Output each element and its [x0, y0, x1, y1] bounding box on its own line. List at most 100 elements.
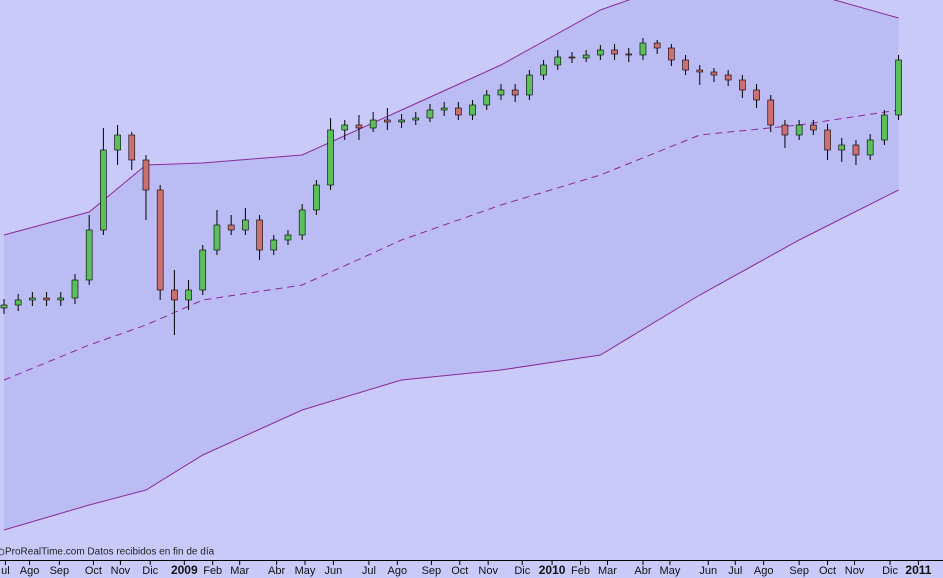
- footer-text: ProRealTime.com Datos recibidos en fin d…: [5, 547, 215, 558]
- x-tick-label: Jul: [728, 565, 742, 577]
- candle-body: [526, 74, 533, 96]
- candle-body: [256, 219, 263, 251]
- x-tick-label: Nov: [845, 565, 865, 577]
- candle-body: [341, 124, 349, 131]
- candle-body: [227, 224, 235, 231]
- candle-body: [355, 124, 363, 129]
- candle-body: [369, 119, 377, 129]
- candle-body: [511, 89, 519, 96]
- x-tick-label: May: [660, 565, 681, 577]
- candle-body: [71, 279, 79, 299]
- candle-body: [497, 89, 505, 96]
- candle-body: [625, 53, 633, 56]
- x-tick-label: Feb: [571, 565, 590, 577]
- band-middle-line: [3, 109, 899, 381]
- candle-body: [57, 297, 65, 301]
- candle-body: [100, 149, 107, 231]
- x-tick-label: 2010: [539, 563, 566, 577]
- x-tick-label: Sep: [789, 565, 809, 577]
- x-tick-label: Jun: [699, 565, 717, 577]
- x-tick-label: Jul: [362, 565, 376, 577]
- x-tick-label: Ago: [20, 565, 40, 577]
- candle-body: [384, 119, 391, 123]
- candle-body: [540, 64, 547, 76]
- x-tick-label: ul: [1, 565, 10, 577]
- x-tick-label: Dic: [142, 565, 158, 577]
- band-lower-line: [3, 189, 899, 531]
- candle-body: [85, 229, 93, 281]
- candle-body: [440, 107, 448, 111]
- candle-body: [554, 56, 562, 66]
- candle-body: [185, 289, 192, 301]
- candle-body: [682, 59, 689, 71]
- candle-body: [483, 94, 491, 106]
- band-upper-line: [3, 0, 899, 236]
- band-area: [3, 0, 899, 530]
- x-tick-label: Oct: [819, 565, 836, 577]
- candle-body: [753, 89, 760, 101]
- x-tick-label: Jun: [325, 565, 343, 577]
- x-tick-label: May: [295, 565, 316, 577]
- candle-body: [611, 49, 618, 55]
- candle-body: [29, 297, 36, 301]
- x-tick-label: Oct: [85, 565, 102, 577]
- candle-body: [696, 69, 704, 73]
- candle-body: [852, 144, 860, 156]
- x-tick-label: Abr: [634, 565, 651, 577]
- candle-body: [43, 297, 50, 301]
- candle-body: [284, 234, 292, 241]
- candle-body: [270, 239, 278, 251]
- candle-body: [767, 99, 775, 126]
- x-tick-label: Dic: [882, 565, 898, 577]
- candle-body: [710, 71, 718, 76]
- candle-body: [213, 224, 221, 251]
- candle-body: [142, 159, 150, 191]
- candle-body: [838, 144, 846, 151]
- candle-body: [881, 114, 888, 141]
- candle-body: [895, 59, 902, 116]
- candle-body: [313, 184, 320, 211]
- candle-body: [668, 47, 675, 61]
- candle-body: [866, 139, 874, 156]
- x-tick-label: Abr: [268, 565, 285, 577]
- candle-body: [398, 119, 405, 123]
- candle-body: [781, 124, 789, 136]
- x-axis: ul Ago Sep Oct Nov Dic 2009 Feb Mar Abr May Jun Jul A…: [1, 561, 932, 577]
- x-tick-label: Oct: [451, 565, 468, 577]
- candle-body: [426, 109, 434, 119]
- candle-body: [128, 134, 136, 161]
- x-tick-label: 2009: [171, 563, 198, 577]
- x-tick-label: Sep: [50, 565, 70, 577]
- x-tick-label: Ago: [754, 565, 774, 577]
- x-tick-label: 2011: [905, 563, 931, 577]
- candle-body: [469, 104, 476, 116]
- x-tick-label: Nov: [111, 565, 131, 577]
- candle-body: [724, 74, 732, 81]
- x-tick-label: Sep: [422, 565, 442, 577]
- candle-body: [739, 79, 746, 91]
- candle-body: [455, 107, 462, 116]
- candle-body: [582, 54, 590, 59]
- candle-body: [156, 189, 164, 291]
- candle-body: [639, 42, 647, 56]
- candle-body: [810, 124, 817, 131]
- x-tick-label: Dic: [514, 565, 530, 577]
- x-tick-label: Nov: [478, 565, 498, 577]
- candle-body: [242, 219, 249, 231]
- plot-area: [0, 0, 902, 531]
- candle-body: [653, 42, 661, 49]
- candle-body: [824, 129, 831, 151]
- x-tick-label: Mar: [598, 565, 617, 577]
- candle-body: [14, 299, 22, 306]
- x-tick-label: Feb: [203, 565, 222, 577]
- candle-body: [114, 134, 121, 151]
- candle-body: [412, 117, 420, 121]
- candle-body: [795, 124, 803, 136]
- candle-body: [327, 129, 334, 186]
- candle-body: [199, 249, 207, 291]
- candle-body: [0, 304, 8, 309]
- logo-mark: [0, 548, 5, 556]
- candle-body: [568, 56, 576, 59]
